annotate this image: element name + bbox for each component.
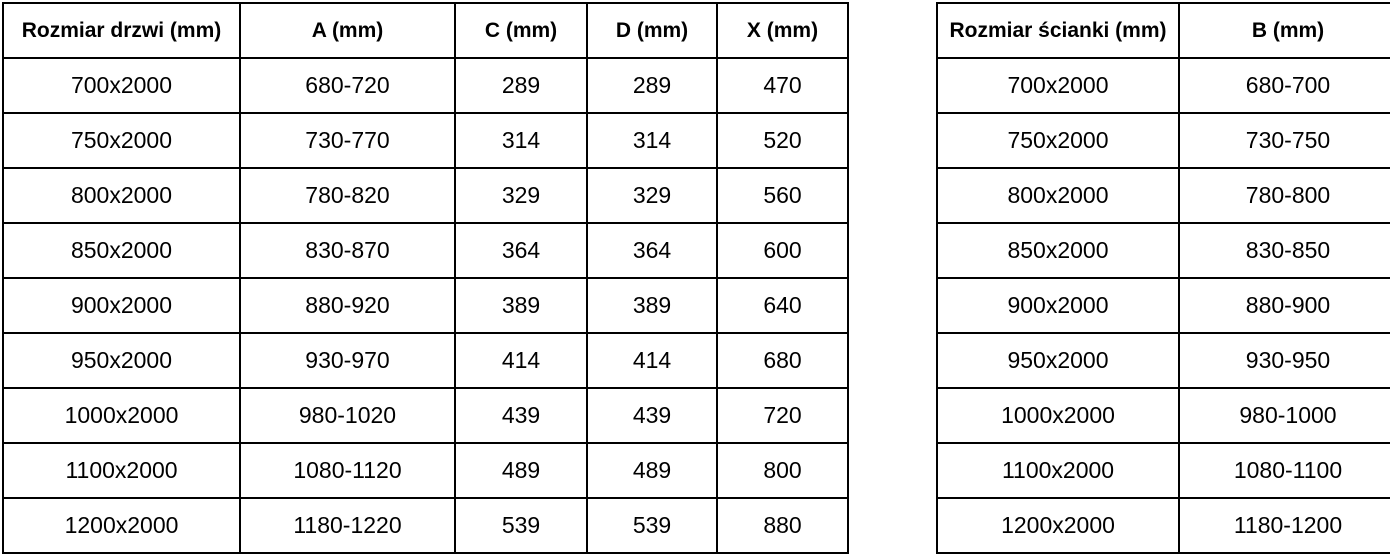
cell-c: 539 — [454, 497, 588, 554]
column-header-wall-size: Rozmiar ścianki (mm) — [936, 2, 1180, 59]
cell-b: 830-850 — [1178, 222, 1390, 279]
table-row: 850x2000 830-870 364 364 600 — [2, 222, 849, 279]
cell-d: 414 — [586, 332, 718, 389]
cell-d: 539 — [586, 497, 718, 554]
wall-size-table-body: 700x2000 680-700 750x2000 730-750 800x20… — [936, 57, 1390, 554]
cell-d: 364 — [586, 222, 718, 279]
cell-door-size: 800x2000 — [2, 167, 241, 224]
table-row: 1200x2000 1180-1200 — [936, 497, 1390, 554]
wall-size-table: Rozmiar ścianki (mm) B (mm) 700x2000 680… — [936, 2, 1390, 554]
cell-a: 1080-1120 — [239, 442, 456, 499]
cell-b: 1080-1100 — [1178, 442, 1390, 499]
cell-c: 289 — [454, 57, 588, 114]
cell-wall-size: 700x2000 — [936, 57, 1180, 114]
cell-b: 780-800 — [1178, 167, 1390, 224]
column-header-x: X (mm) — [716, 2, 849, 59]
door-size-table-head: Rozmiar drzwi (mm) A (mm) C (mm) D (mm) … — [2, 2, 849, 59]
table-row: 800x2000 780-800 — [936, 167, 1390, 224]
cell-a: 1180-1220 — [239, 497, 456, 554]
table-row: 850x2000 830-850 — [936, 222, 1390, 279]
cell-x: 520 — [716, 112, 849, 169]
cell-wall-size: 750x2000 — [936, 112, 1180, 169]
cell-wall-size: 1100x2000 — [936, 442, 1180, 499]
door-size-table-container: Rozmiar drzwi (mm) A (mm) C (mm) D (mm) … — [2, 2, 849, 554]
cell-a: 780-820 — [239, 167, 456, 224]
cell-door-size: 1200x2000 — [2, 497, 241, 554]
table-header-row: Rozmiar drzwi (mm) A (mm) C (mm) D (mm) … — [2, 2, 849, 59]
cell-a: 730-770 — [239, 112, 456, 169]
cell-wall-size: 800x2000 — [936, 167, 1180, 224]
cell-a: 830-870 — [239, 222, 456, 279]
cell-door-size: 1000x2000 — [2, 387, 241, 444]
table-row: 900x2000 880-920 389 389 640 — [2, 277, 849, 334]
cell-door-size: 700x2000 — [2, 57, 241, 114]
cell-b: 980-1000 — [1178, 387, 1390, 444]
door-size-table-body: 700x2000 680-720 289 289 470 750x2000 73… — [2, 57, 849, 554]
cell-b: 880-900 — [1178, 277, 1390, 334]
cell-d: 289 — [586, 57, 718, 114]
cell-wall-size: 950x2000 — [936, 332, 1180, 389]
column-header-door-size: Rozmiar drzwi (mm) — [2, 2, 241, 59]
cell-wall-size: 1200x2000 — [936, 497, 1180, 554]
cell-door-size: 950x2000 — [2, 332, 241, 389]
cell-a: 680-720 — [239, 57, 456, 114]
cell-b: 680-700 — [1178, 57, 1390, 114]
cell-c: 489 — [454, 442, 588, 499]
table-header-row: Rozmiar ścianki (mm) B (mm) — [936, 2, 1390, 59]
cell-door-size: 750x2000 — [2, 112, 241, 169]
cell-a: 930-970 — [239, 332, 456, 389]
table-row: 900x2000 880-900 — [936, 277, 1390, 334]
cell-x: 800 — [716, 442, 849, 499]
column-header-c: C (mm) — [454, 2, 588, 59]
cell-c: 389 — [454, 277, 588, 334]
cell-d: 489 — [586, 442, 718, 499]
table-row: 800x2000 780-820 329 329 560 — [2, 167, 849, 224]
cell-c: 314 — [454, 112, 588, 169]
cell-a: 980-1020 — [239, 387, 456, 444]
cell-x: 640 — [716, 277, 849, 334]
cell-c: 439 — [454, 387, 588, 444]
cell-c: 414 — [454, 332, 588, 389]
table-row: 750x2000 730-750 — [936, 112, 1390, 169]
table-row: 700x2000 680-700 — [936, 57, 1390, 114]
cell-x: 470 — [716, 57, 849, 114]
cell-b: 730-750 — [1178, 112, 1390, 169]
cell-door-size: 900x2000 — [2, 277, 241, 334]
cell-b: 1180-1200 — [1178, 497, 1390, 554]
cell-c: 329 — [454, 167, 588, 224]
cell-wall-size: 900x2000 — [936, 277, 1180, 334]
column-header-a: A (mm) — [239, 2, 456, 59]
cell-wall-size: 1000x2000 — [936, 387, 1180, 444]
table-row: 1000x2000 980-1020 439 439 720 — [2, 387, 849, 444]
table-row: 950x2000 930-970 414 414 680 — [2, 332, 849, 389]
cell-x: 560 — [716, 167, 849, 224]
cell-c: 364 — [454, 222, 588, 279]
table-row: 750x2000 730-770 314 314 520 — [2, 112, 849, 169]
table-row: 950x2000 930-950 — [936, 332, 1390, 389]
table-row: 1100x2000 1080-1120 489 489 800 — [2, 442, 849, 499]
cell-b: 930-950 — [1178, 332, 1390, 389]
cell-door-size: 1100x2000 — [2, 442, 241, 499]
table-row: 700x2000 680-720 289 289 470 — [2, 57, 849, 114]
cell-wall-size: 850x2000 — [936, 222, 1180, 279]
wall-size-table-head: Rozmiar ścianki (mm) B (mm) — [936, 2, 1390, 59]
table-row: 1000x2000 980-1000 — [936, 387, 1390, 444]
cell-d: 389 — [586, 277, 718, 334]
cell-d: 314 — [586, 112, 718, 169]
table-row: 1200x2000 1180-1220 539 539 880 — [2, 497, 849, 554]
cell-door-size: 850x2000 — [2, 222, 241, 279]
cell-x: 600 — [716, 222, 849, 279]
wall-size-table-container: Rozmiar ścianki (mm) B (mm) 700x2000 680… — [936, 2, 1390, 554]
column-header-d: D (mm) — [586, 2, 718, 59]
cell-x: 880 — [716, 497, 849, 554]
cell-d: 439 — [586, 387, 718, 444]
table-row: 1100x2000 1080-1100 — [936, 442, 1390, 499]
cell-x: 680 — [716, 332, 849, 389]
cell-a: 880-920 — [239, 277, 456, 334]
cell-x: 720 — [716, 387, 849, 444]
cell-d: 329 — [586, 167, 718, 224]
column-header-b: B (mm) — [1178, 2, 1390, 59]
door-size-table: Rozmiar drzwi (mm) A (mm) C (mm) D (mm) … — [2, 2, 849, 554]
